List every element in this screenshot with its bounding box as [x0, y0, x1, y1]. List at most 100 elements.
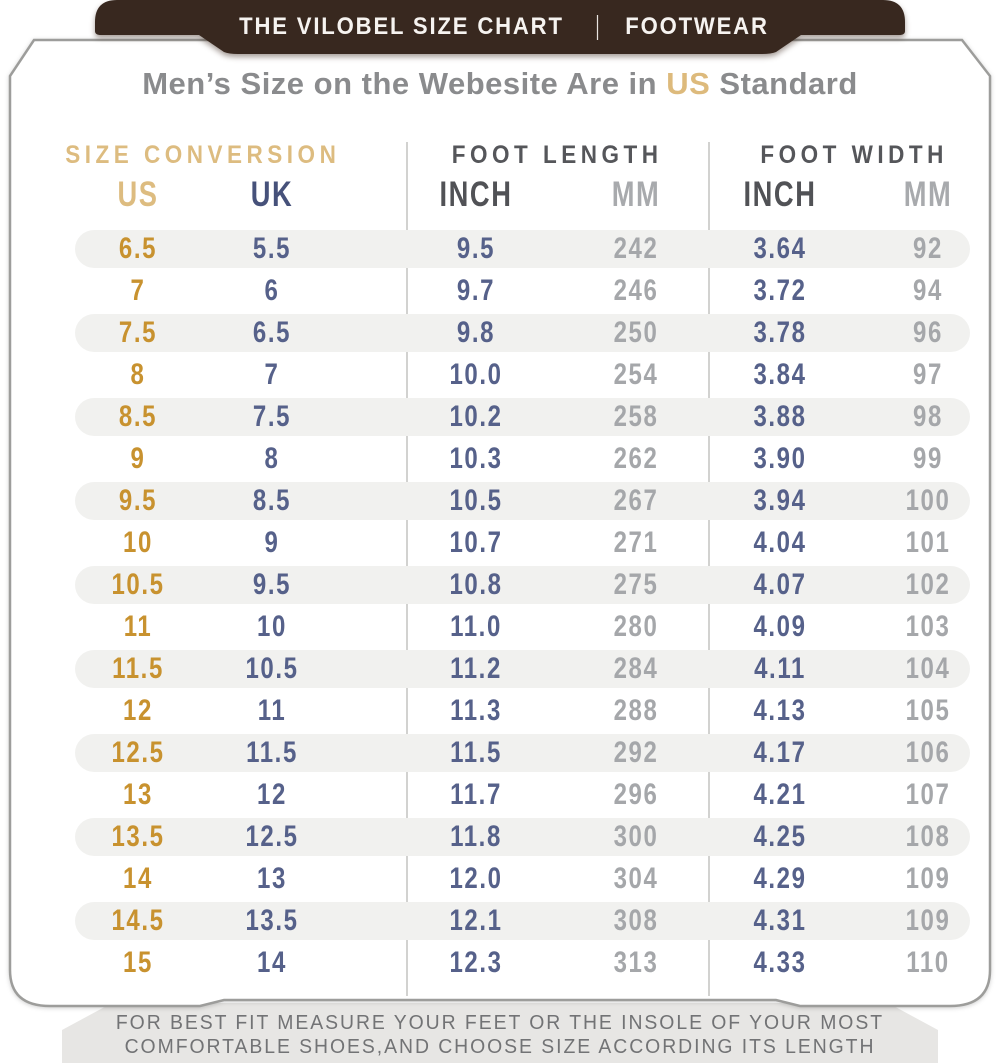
cell-length-inch: 11.0 — [450, 610, 502, 643]
table-row: 12 11 11.3 288 4.13 105 — [0, 690, 1000, 732]
cell-length-mm: 296 — [613, 778, 659, 811]
cell-length-mm: 288 — [613, 694, 659, 727]
cell-length-mm: 313 — [613, 946, 659, 979]
cell-uk: 6 — [264, 274, 280, 307]
cell-us: 8.5 — [118, 400, 158, 433]
cell-length-inch: 12.1 — [449, 904, 503, 937]
cell-length-mm: 262 — [613, 442, 659, 475]
cell-width-mm: 110 — [906, 946, 950, 979]
cell-uk: 9.5 — [252, 568, 292, 601]
cell-width-inch: 4.09 — [753, 610, 807, 643]
cell-us: 8 — [130, 358, 146, 391]
cell-width-mm: 105 — [905, 694, 951, 727]
table-row: 12.5 11.5 11.5 292 4.17 106 — [0, 732, 1000, 774]
cell-uk: 13 — [257, 862, 287, 895]
cell-us: 15 — [123, 946, 153, 979]
cell-length-inch: 9.7 — [456, 274, 496, 307]
table-row: 11 10 11.0 280 4.09 103 — [0, 606, 1000, 648]
cell-width-mm: 106 — [905, 736, 951, 769]
cell-length-mm: 300 — [613, 820, 659, 853]
table-row: 15 14 12.3 313 4.33 110 — [0, 942, 1000, 984]
cell-width-inch: 3.72 — [753, 274, 807, 307]
cell-width-inch: 3.64 — [753, 232, 807, 265]
cell-length-inch: 11.2 — [450, 652, 502, 685]
cell-width-mm: 101 — [905, 526, 951, 559]
banner-right-label: FOOTWEAR — [624, 13, 769, 40]
cell-width-mm: 98 — [913, 400, 943, 433]
column-header-length-mm: MM — [611, 175, 661, 214]
cell-width-inch: 4.07 — [753, 568, 807, 601]
cell-length-mm: 275 — [613, 568, 659, 601]
page-title: Men’s Size on the Webesite Are in US Sta… — [0, 66, 1000, 102]
cell-uk: 6.5 — [252, 316, 292, 349]
banner: THE VILOBEL SIZE CHART | FOOTWEAR — [0, 11, 1000, 43]
cell-uk: 8 — [264, 442, 280, 475]
cell-uk: 12.5 — [245, 820, 299, 853]
cell-width-inch: 4.29 — [753, 862, 807, 895]
cell-width-mm: 107 — [905, 778, 951, 811]
cell-width-inch: 4.11 — [754, 652, 806, 685]
cell-length-inch: 10.3 — [449, 442, 503, 475]
cell-width-inch: 4.33 — [753, 946, 807, 979]
cell-us: 12.5 — [111, 736, 165, 769]
cell-length-mm: 284 — [613, 652, 659, 685]
cell-uk: 10.5 — [245, 652, 299, 685]
cell-uk: 9 — [264, 526, 280, 559]
cell-us: 14 — [123, 862, 153, 895]
cell-length-inch: 11.7 — [450, 778, 502, 811]
cell-us: 10.5 — [111, 568, 165, 601]
cell-width-mm: 100 — [905, 484, 951, 517]
cell-us: 7 — [130, 274, 146, 307]
size-table-body: 6.5 5.5 9.5 242 3.64 92 7 6 9.7 246 3.72 94 7.5 6.5 9.… — [0, 228, 1000, 984]
cell-uk: 13.5 — [245, 904, 299, 937]
banner-separator: | — [595, 11, 601, 42]
footer-line-2: COMFORTABLE SHOES,AND CHOOSE SIZE ACCORD… — [124, 1036, 876, 1058]
column-header-width-inch: INCH — [743, 175, 817, 214]
table-row: 11.5 10.5 11.2 284 4.11 104 — [0, 648, 1000, 690]
cell-width-mm: 103 — [905, 610, 951, 643]
cell-length-mm: 280 — [613, 610, 659, 643]
table-row: 13.5 12.5 11.8 300 4.25 108 — [0, 816, 1000, 858]
cell-width-inch: 3.94 — [753, 484, 807, 517]
cell-width-mm: 109 — [905, 862, 951, 895]
cell-length-inch: 10.7 — [449, 526, 503, 559]
cell-length-inch: 10.8 — [449, 568, 503, 601]
table-row: 7.5 6.5 9.8 250 3.78 96 — [0, 312, 1000, 354]
table-row: 7 6 9.7 246 3.72 94 — [0, 270, 1000, 312]
cell-width-mm: 97 — [913, 358, 943, 391]
cell-uk: 12 — [257, 778, 287, 811]
cell-width-mm: 104 — [905, 652, 951, 685]
cell-us: 9 — [130, 442, 146, 475]
cell-width-mm: 92 — [913, 232, 943, 265]
cell-length-inch: 10.5 — [449, 484, 503, 517]
title-prefix: Men’s Size on the Webesite Are in — [142, 66, 667, 101]
group-foot-length: FOOT LENGTH — [451, 141, 663, 169]
table-row: 9.5 8.5 10.5 267 3.94 100 — [0, 480, 1000, 522]
cell-length-mm: 258 — [613, 400, 659, 433]
table-row: 8.5 7.5 10.2 258 3.88 98 — [0, 396, 1000, 438]
cell-width-mm: 96 — [913, 316, 943, 349]
table-row: 10.5 9.5 10.8 275 4.07 102 — [0, 564, 1000, 606]
cell-uk: 7.5 — [252, 400, 292, 433]
column-header-uk: UK — [250, 175, 294, 214]
cell-width-inch: 4.17 — [753, 736, 807, 769]
footer-note: FOR BEST FIT MEASURE YOUR FEET OR THE IN… — [0, 1011, 1000, 1059]
cell-length-inch: 10.0 — [449, 358, 503, 391]
title-suffix: Standard — [710, 66, 858, 101]
table-row: 9 8 10.3 262 3.90 99 — [0, 438, 1000, 480]
cell-length-inch: 12.0 — [449, 862, 503, 895]
cell-length-mm: 271 — [613, 526, 659, 559]
cell-us: 9.5 — [118, 484, 158, 517]
table-row: 14 13 12.0 304 4.29 109 — [0, 858, 1000, 900]
table-row: 13 12 11.7 296 4.21 107 — [0, 774, 1000, 816]
column-header-length-inch: INCH — [439, 175, 513, 214]
cell-length-inch: 11.5 — [450, 736, 502, 769]
cell-width-mm: 108 — [905, 820, 951, 853]
group-header-row: SIZE CONVERSION FOOT LENGTH FOOT WIDTH — [0, 140, 1000, 170]
table-row: 10 9 10.7 271 4.04 101 — [0, 522, 1000, 564]
table-row: 8 7 10.0 254 3.84 97 — [0, 354, 1000, 396]
cell-uk: 14 — [257, 946, 287, 979]
cell-us: 10 — [123, 526, 153, 559]
cell-uk: 11.5 — [246, 736, 298, 769]
column-header-width-mm: MM — [903, 175, 953, 214]
